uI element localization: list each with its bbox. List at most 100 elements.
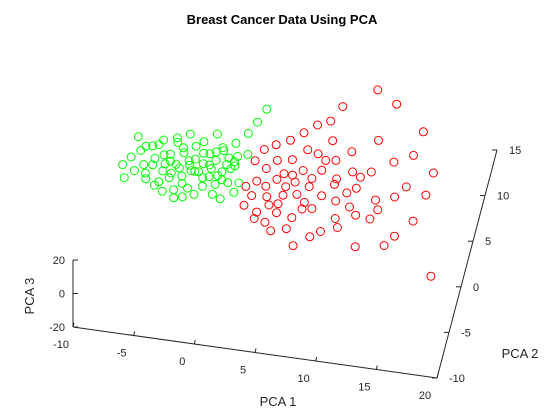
green-data-point [194, 167, 204, 177]
x-tick-mark [315, 356, 318, 362]
y-tick-label: -10 [449, 373, 465, 385]
x-tick-label: 0 [179, 356, 185, 368]
red-data-point [292, 189, 302, 199]
green-data-point [169, 185, 179, 195]
chart-title: Breast Cancer Data Using PCA [187, 12, 378, 27]
red-data-point [389, 157, 399, 167]
red-data-point [374, 135, 383, 145]
x-tick-mark [254, 348, 257, 353]
green-data-point [177, 192, 187, 202]
green-data-point [198, 181, 207, 191]
red-data-point [259, 145, 269, 154]
green-data-point [157, 186, 167, 196]
red-data-point [373, 85, 383, 95]
red-data-point [303, 145, 313, 155]
green-data-point [160, 159, 170, 169]
z-tick-label: -20 [49, 322, 65, 334]
green-data-point [204, 172, 214, 182]
red-data-point [316, 227, 325, 236]
red-data-point [331, 155, 341, 165]
green-data-point [229, 187, 239, 197]
red-data-point [287, 213, 297, 223]
red-data-point [264, 200, 274, 210]
green-data-point [191, 141, 201, 151]
x-tick-label: -10 [53, 339, 69, 351]
red-data-point [290, 177, 300, 187]
red-data-point [347, 147, 357, 157]
green-data-point [141, 141, 151, 151]
green-data-point [199, 137, 209, 147]
red-data-point [307, 204, 317, 214]
red-data-point [279, 169, 289, 179]
red-data-point [409, 150, 418, 160]
red-data-point [418, 127, 428, 137]
red-data-point [317, 191, 327, 201]
green-data-point [189, 189, 199, 199]
y-axis-line [436, 149, 498, 379]
green-data-point [141, 174, 151, 184]
red-data-point [392, 99, 402, 109]
red-data-point [252, 207, 262, 217]
red-data-point [286, 135, 295, 145]
green-data-point [234, 178, 244, 188]
green-data-point [179, 148, 189, 158]
green-data-point [212, 129, 222, 139]
red-data-point [332, 223, 342, 232]
green-data-point [198, 173, 208, 183]
green-data-point [233, 151, 243, 161]
x-tick-mark [133, 331, 136, 336]
red-data-point [273, 199, 283, 209]
green-data-point [185, 160, 195, 170]
green-data-point [222, 160, 232, 170]
red-data-point [428, 168, 438, 178]
green-data-point [159, 135, 169, 145]
red-data-point [321, 155, 331, 165]
green-data-point [133, 132, 143, 142]
green-data-point [169, 193, 179, 203]
green-data-point [164, 173, 174, 183]
green-data-point [185, 129, 195, 139]
green-data-point [154, 140, 164, 150]
red-data-point [421, 190, 431, 200]
red-data-point [326, 116, 336, 126]
red-data-point [261, 181, 271, 191]
green-data-point [223, 178, 233, 188]
red-data-point [345, 202, 354, 212]
red-data-point [426, 271, 436, 281]
red-data-point [260, 217, 270, 227]
red-data-point [390, 192, 400, 202]
red-data-point [281, 182, 291, 192]
y-tick-label: -5 [461, 327, 471, 339]
red-data-point [313, 149, 323, 159]
green-data-point [165, 149, 175, 159]
green-data-point [190, 154, 200, 164]
red-data-point [355, 172, 365, 182]
green-data-point [174, 163, 184, 173]
green-data-point [172, 133, 182, 143]
green-data-point [118, 160, 128, 170]
z-ticks: -20 0 20 [49, 255, 78, 334]
red-data-point [250, 156, 260, 166]
red-data-point [304, 182, 314, 192]
green-data-point [150, 153, 160, 163]
red-data-point [272, 155, 282, 165]
red-data-point [366, 167, 376, 177]
x-tick-mark [436, 373, 439, 379]
y-tick-label: 0 [473, 282, 479, 294]
red-data-point [328, 136, 338, 146]
red-data-point [241, 181, 251, 191]
green-data-point [231, 138, 241, 148]
green-data-point [230, 157, 239, 166]
green-data-point [210, 179, 220, 189]
green-data-point [165, 156, 175, 166]
x-tick-mark [193, 339, 196, 345]
red-data-point [371, 195, 380, 205]
y-ticks: -10 -5 0 5 10 15 [432, 145, 521, 385]
red-data-point [390, 231, 399, 241]
x-tick-mark [375, 365, 378, 370]
red-data-point [342, 188, 352, 198]
red-data-point [262, 192, 272, 202]
green-data-point [129, 166, 139, 176]
green-data-point [211, 147, 221, 157]
red-data-point [332, 174, 342, 184]
